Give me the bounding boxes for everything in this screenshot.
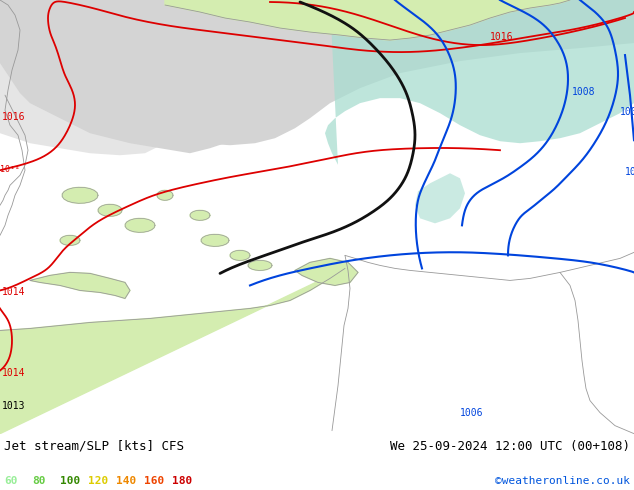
- Polygon shape: [60, 235, 80, 245]
- Text: 10¹⁴: 10¹⁴: [0, 165, 20, 174]
- Polygon shape: [0, 0, 634, 145]
- Polygon shape: [30, 272, 130, 298]
- Text: 160: 160: [144, 476, 164, 486]
- Polygon shape: [201, 234, 229, 246]
- Text: 100: 100: [625, 167, 634, 177]
- Text: Jet stream/SLP [kts] CFS: Jet stream/SLP [kts] CFS: [4, 440, 184, 453]
- Text: 1014: 1014: [2, 288, 25, 297]
- Text: 80: 80: [32, 476, 46, 486]
- Text: 1006: 1006: [620, 107, 634, 117]
- Polygon shape: [325, 0, 634, 165]
- Text: 180: 180: [172, 476, 192, 486]
- Text: 1008: 1008: [572, 87, 595, 97]
- Polygon shape: [0, 269, 345, 434]
- Text: 1014: 1014: [2, 368, 25, 378]
- Text: 120: 120: [88, 476, 108, 486]
- Text: 1016: 1016: [2, 112, 25, 122]
- Polygon shape: [125, 219, 155, 232]
- Text: ©weatheronline.co.uk: ©weatheronline.co.uk: [495, 476, 630, 486]
- Text: 140: 140: [116, 476, 136, 486]
- Text: 1006: 1006: [460, 408, 484, 417]
- Text: 60: 60: [4, 476, 18, 486]
- Polygon shape: [0, 0, 200, 155]
- Polygon shape: [157, 190, 173, 200]
- Polygon shape: [248, 260, 272, 270]
- Polygon shape: [0, 0, 300, 153]
- Polygon shape: [165, 0, 570, 40]
- Polygon shape: [98, 204, 122, 216]
- Polygon shape: [415, 173, 465, 223]
- Text: 1016: 1016: [490, 32, 514, 42]
- Polygon shape: [230, 250, 250, 260]
- Text: 100: 100: [60, 476, 81, 486]
- Polygon shape: [295, 258, 358, 286]
- Polygon shape: [190, 210, 210, 221]
- Polygon shape: [62, 187, 98, 203]
- Text: We 25-09-2024 12:00 UTC (00+108): We 25-09-2024 12:00 UTC (00+108): [390, 440, 630, 453]
- Text: 1013: 1013: [2, 401, 25, 411]
